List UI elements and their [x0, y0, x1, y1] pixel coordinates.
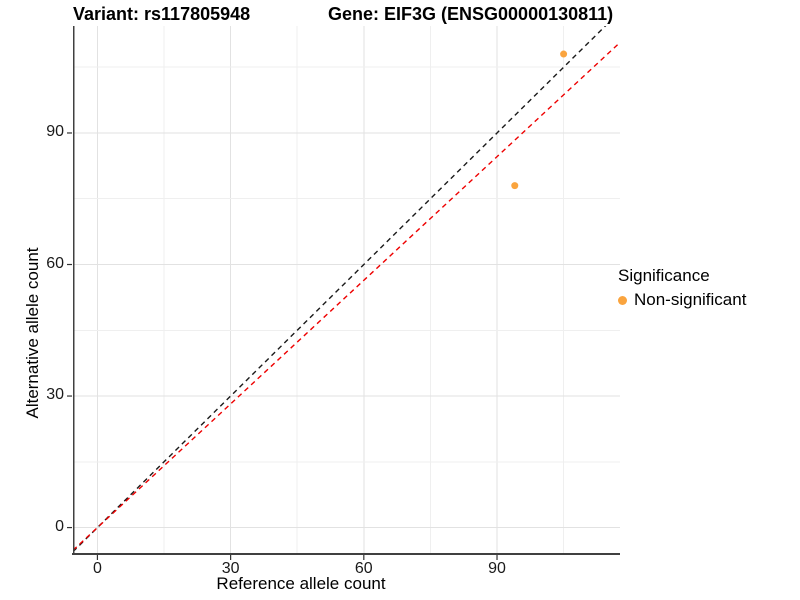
fitted-ratio-line [73, 41, 620, 551]
legend-item-label: Non-significant [634, 290, 747, 309]
gene-title: Gene: EIF3G (ENSG00000130811) [328, 4, 614, 24]
data-point [560, 50, 568, 58]
y-tick-label: 30 [46, 386, 64, 404]
y-tick-label: 90 [46, 122, 64, 140]
gridlines [73, 26, 620, 553]
axis-lines [72, 26, 620, 555]
x-tick-label: 30 [221, 560, 240, 577]
x-tick-label: 90 [488, 560, 506, 577]
reference-lines [73, 26, 620, 553]
data-point [511, 182, 519, 190]
data-points [511, 50, 568, 190]
x-axis-label: Reference allele count [216, 574, 386, 593]
x-tick-label: 0 [92, 560, 102, 577]
y-tick-label: 0 [55, 517, 64, 535]
variant-title: Variant: rs117805948 [73, 4, 251, 24]
legend-title: Significance [618, 266, 710, 285]
identity-line [73, 26, 607, 553]
y-tick-label: 60 [46, 254, 64, 272]
x-tick-label: 60 [354, 560, 373, 577]
legend-point-swatch-icon [618, 295, 627, 305]
tick-marks [67, 132, 498, 560]
legend-item-non-significant: Non-significant [618, 290, 746, 310]
legend: Significance Non-significant [618, 266, 746, 310]
